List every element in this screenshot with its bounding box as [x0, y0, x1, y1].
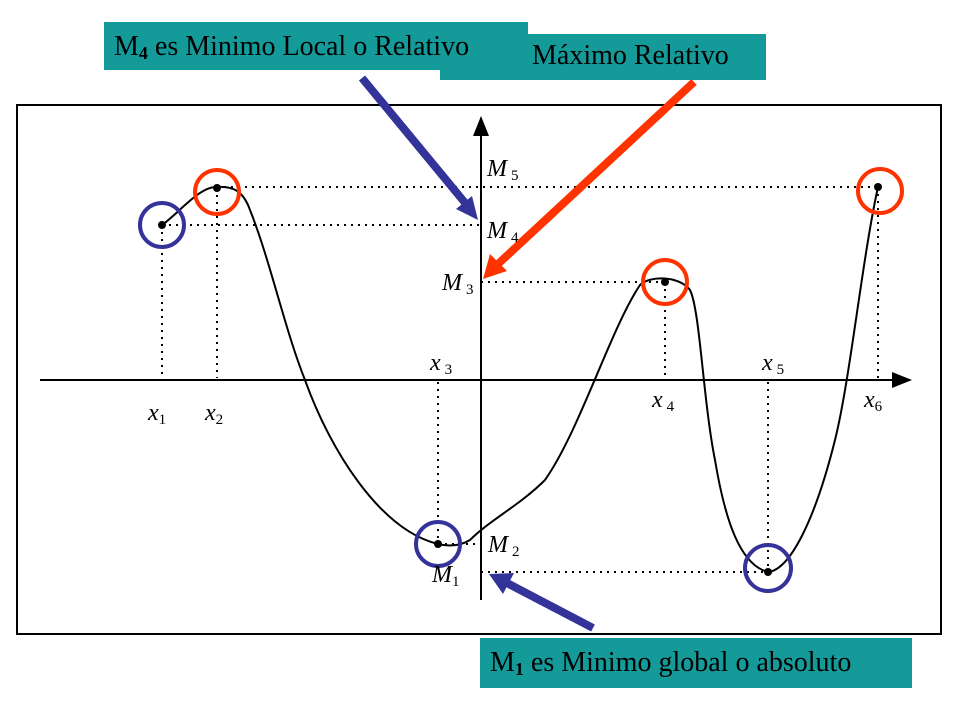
point-x5 — [764, 568, 772, 576]
global-minimum-text: M1 es Minimo global o absoluto — [490, 647, 852, 679]
point-x4 — [661, 278, 669, 286]
maximum-marker-x2 — [193, 168, 241, 216]
curve-points — [158, 183, 882, 576]
function-curve — [161, 185, 879, 574]
local-minimum-banner: M4 es Minimo Local o Relativo — [104, 22, 528, 70]
minimum-marker-x5 — [743, 543, 793, 593]
label-x2: x2 — [204, 400, 223, 428]
point-x1 — [158, 221, 166, 229]
arrow-m4 — [358, 75, 470, 207]
minimum-marker-x3 — [414, 520, 462, 568]
point-x2 — [213, 184, 221, 192]
global-minimum-banner: M1 es Minimo global o absoluto — [480, 638, 912, 688]
arrow-m1-head — [489, 573, 514, 594]
extrema-markers — [138, 167, 904, 593]
label-x6: x6 — [863, 387, 883, 415]
diagram-frame — [16, 104, 942, 635]
arrow-m3-head — [483, 254, 507, 279]
point-x6 — [874, 183, 882, 191]
local-minimum-text: M4 es Minimo Local o Relativo — [114, 31, 470, 63]
arrow-m1 — [503, 578, 595, 632]
point-x3 — [434, 540, 442, 548]
maximum-marker-x6 — [856, 167, 904, 215]
maximum-relative-text: Máximo Relativo — [532, 40, 729, 71]
minimum-marker-x1 — [138, 201, 186, 249]
label-M1: M1 — [431, 562, 460, 590]
arrow-m3 — [495, 79, 697, 267]
label-x1: x1 — [147, 400, 166, 428]
pointer-arrows — [358, 75, 697, 632]
maximum-marker-x4 — [641, 258, 689, 306]
arrow-m4-head — [456, 196, 478, 220]
